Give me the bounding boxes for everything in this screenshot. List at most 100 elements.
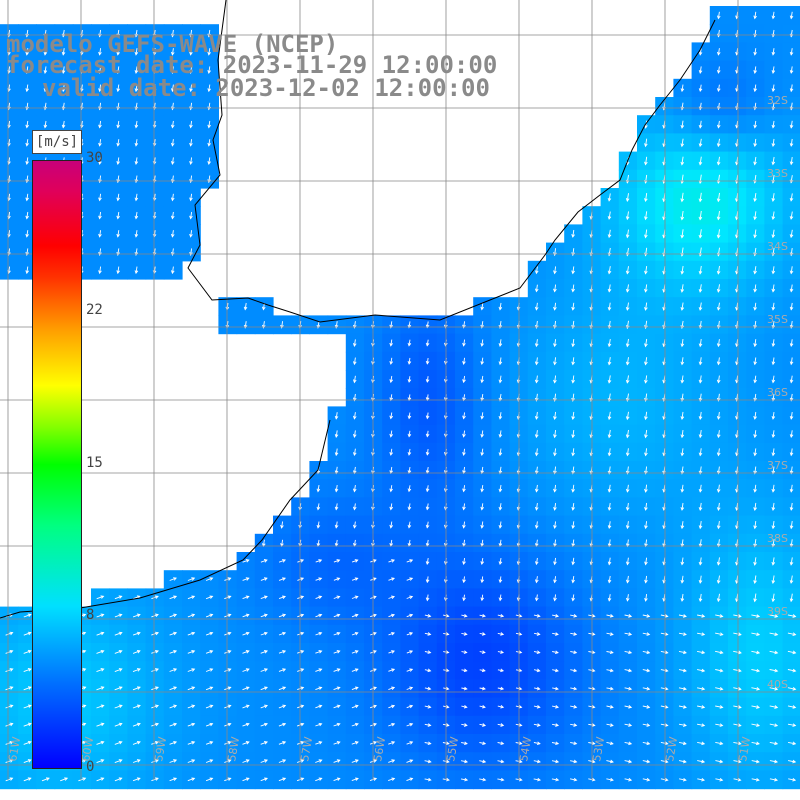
wind-arrow-head <box>25 124 29 129</box>
wind-arrow-head <box>774 650 779 655</box>
wind-arrow <box>390 466 393 474</box>
wind-arrow-head <box>227 759 232 763</box>
wind-arrow-head <box>391 613 395 618</box>
wind-arrow-head <box>463 704 468 709</box>
wind-arrow <box>790 193 793 201</box>
wind-arrow-head <box>116 124 120 129</box>
wind-arrow <box>317 539 320 546</box>
wind-arrow-head <box>753 452 757 457</box>
wind-arrow-head <box>316 524 321 529</box>
wind-arrow-head <box>698 343 703 348</box>
wind-arrow <box>260 595 268 600</box>
wind-arrow <box>315 777 322 782</box>
wind-arrow-head <box>753 288 757 293</box>
wind-arrow <box>353 521 356 528</box>
wind-arrow <box>736 484 739 492</box>
wind-arrow-head <box>716 361 721 366</box>
wind-arrow <box>772 593 775 602</box>
wind-arrow <box>388 577 395 581</box>
wind-arrow-head <box>9 777 14 781</box>
wind-arrow <box>679 741 686 745</box>
wind-arrow <box>8 48 11 55</box>
wind-arrow-head <box>771 561 776 566</box>
wind-arrow-head <box>300 559 305 563</box>
wind-arrow-head <box>716 525 721 530</box>
wind-arrow-head <box>25 70 29 74</box>
wind-arrow-head <box>25 197 29 202</box>
wind-arrow-head <box>628 741 633 746</box>
wind-arrow-head <box>753 70 757 74</box>
wind-arrow <box>754 375 757 383</box>
wind-arrow <box>772 375 775 383</box>
wind-arrow <box>205 650 213 654</box>
wind-arrow-head <box>136 777 141 781</box>
wind-arrow-head <box>644 270 648 275</box>
wind-arrow-head <box>771 525 776 530</box>
wind-arrow <box>481 521 484 528</box>
wind-arrow-head <box>516 506 521 511</box>
wind-arrow-head <box>318 613 323 618</box>
wind-arrow-head <box>753 15 757 20</box>
wind-arrow <box>572 284 575 292</box>
wind-arrow-head <box>644 470 648 475</box>
wind-arrow <box>169 759 177 763</box>
wind-arrow <box>481 558 484 565</box>
wind-arrow <box>572 448 575 456</box>
wind-arrow <box>499 412 502 419</box>
wind-arrow <box>390 521 393 528</box>
wind-arrow <box>660 669 668 672</box>
wind-arrow-head <box>352 324 357 329</box>
wind-arrow-head <box>789 88 794 93</box>
wind-arrow-head <box>27 649 32 654</box>
wind-arrow <box>99 157 102 165</box>
wind-arrow <box>626 557 629 565</box>
wind-arrow-head <box>82 759 87 763</box>
wind-arrow <box>572 539 575 547</box>
wind-arrow-head <box>719 632 724 636</box>
wind-arrow-head <box>407 379 412 383</box>
wind-arrow <box>406 596 413 599</box>
wind-arrow <box>754 302 757 310</box>
wind-arrow-head <box>445 704 450 709</box>
wind-arrow <box>788 741 796 745</box>
wind-arrow-head <box>245 650 250 654</box>
wind-arrow-head <box>170 270 175 275</box>
wind-arrow-head <box>607 325 612 330</box>
wind-arrow-head <box>116 70 120 74</box>
wind-arrow <box>572 576 575 583</box>
wind-arrow <box>353 466 356 474</box>
wind-arrow-head <box>189 215 193 220</box>
wind-arrow <box>62 66 65 74</box>
wind-arrow <box>114 686 123 691</box>
wind-arrow <box>678 669 687 672</box>
wind-arrow <box>751 669 760 672</box>
wind-arrow-head <box>462 597 466 602</box>
wind-arrow <box>278 577 286 581</box>
wind-arrow <box>96 741 104 745</box>
wind-arrow-head <box>173 668 178 672</box>
wind-arrow-head <box>9 631 14 636</box>
wind-arrow-head <box>553 561 557 566</box>
wind-arrow <box>608 594 611 601</box>
wind-arrow <box>660 741 668 745</box>
wind-arrow-head <box>372 613 377 618</box>
wind-arrow-head <box>355 777 359 781</box>
wind-arrow-head <box>789 580 794 584</box>
wind-arrow <box>772 448 775 456</box>
wind-arrow <box>736 156 739 165</box>
wind-arrow <box>171 48 174 55</box>
wind-arrow-head <box>774 632 779 637</box>
wind-arrow <box>790 357 793 365</box>
wind-arrow <box>754 593 757 602</box>
wind-arrow-head <box>571 452 575 457</box>
wind-arrow <box>224 741 231 745</box>
wind-arrow-head <box>771 70 776 74</box>
wind-arrow <box>570 632 577 635</box>
wind-arrow-head <box>318 704 323 709</box>
wind-arrow-head <box>482 723 487 727</box>
wind-arrow <box>790 266 793 274</box>
wind-arrow <box>190 120 193 128</box>
wind-arrow <box>5 650 13 654</box>
wind-arrow <box>205 632 213 636</box>
wind-arrow-head <box>716 88 721 93</box>
